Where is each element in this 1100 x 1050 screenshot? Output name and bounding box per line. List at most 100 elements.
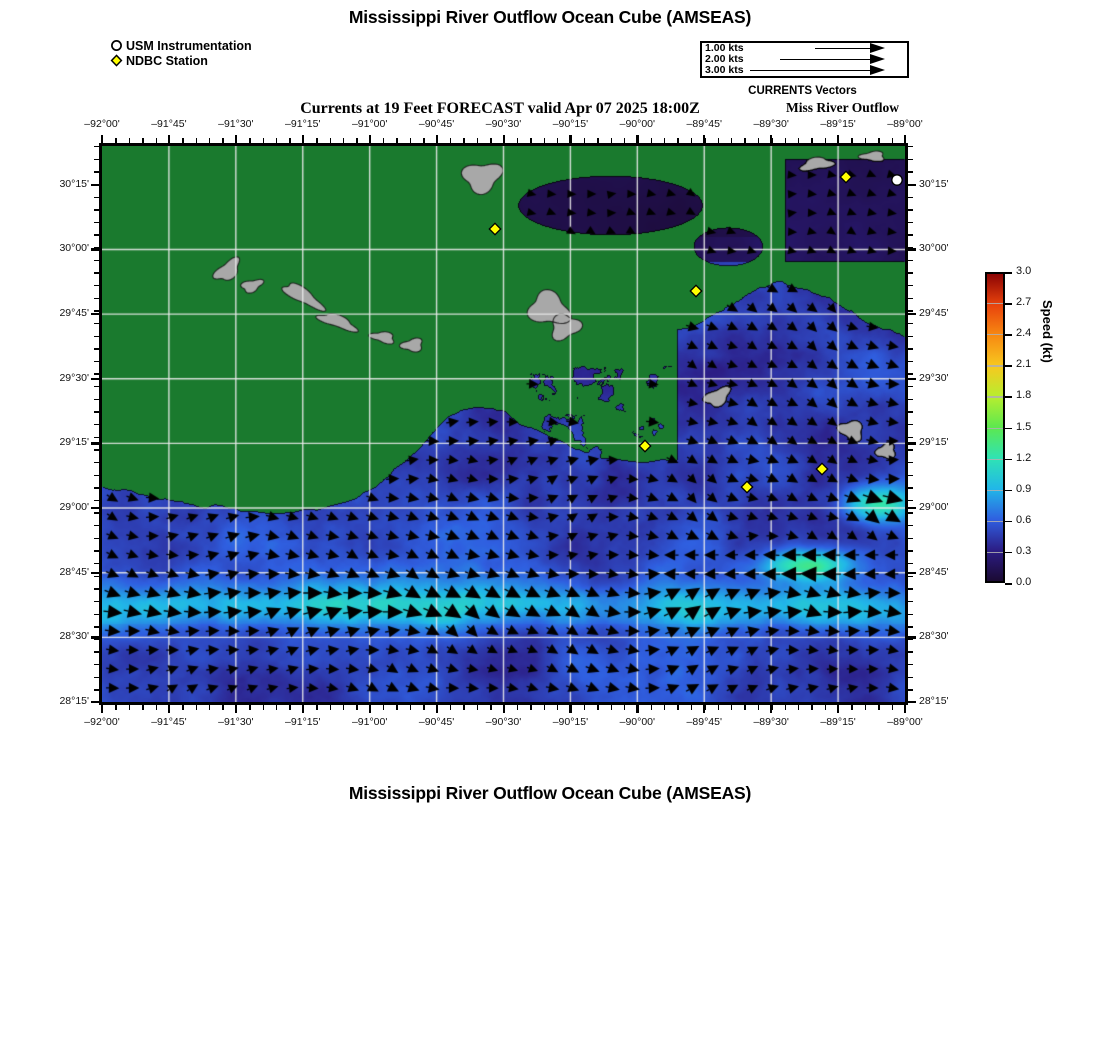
ndbc-station-chandeleur[interactable]: [815, 462, 829, 476]
lat-minor-tick: [94, 563, 99, 565]
lon-minor-tick: [557, 705, 559, 710]
lon-major-tick: [904, 705, 907, 713]
lon-minor-tick: [115, 705, 117, 710]
lat-minor-tick: [908, 600, 913, 603]
lon-minor-tick: [811, 705, 813, 710]
lat-minor-tick: [908, 474, 913, 476]
lat-tick-label: 29°00': [919, 501, 949, 514]
lon-minor-tick: [516, 705, 519, 710]
lat-major-tick: [91, 636, 99, 639]
lat-tick-label: 30°00': [59, 242, 89, 255]
lon-minor-tick: [302, 705, 305, 710]
lon-minor-tick: [195, 138, 198, 143]
lat-tick-label: 28°30': [59, 630, 89, 643]
colorbar-inner-rule: [987, 520, 1003, 523]
lon-minor-tick: [168, 138, 171, 143]
lat-minor-tick: [908, 272, 913, 274]
lon-tick-label: –91°15': [285, 118, 321, 130]
lon-minor-tick: [557, 138, 559, 143]
lon-major-tick: [904, 135, 907, 143]
lon-minor-tick: [851, 705, 853, 710]
colorbar-inner-rule: [987, 489, 1003, 491]
lat-minor-tick: [94, 436, 99, 439]
lon-minor-tick: [289, 705, 291, 710]
lat-minor-tick: [94, 461, 99, 464]
lat-minor-tick: [94, 525, 99, 527]
colorbar-inner-rule: [987, 365, 1003, 367]
lon-minor-tick: [155, 138, 157, 143]
circle-marker-icon: [110, 39, 123, 52]
lat-minor-tick: [908, 512, 913, 514]
lon-tick-label: –91°00': [351, 118, 388, 130]
lon-tick-label: –90°00': [619, 716, 656, 728]
colorbar-tick: [1005, 303, 1012, 305]
lat-minor-tick: [94, 411, 99, 413]
current-speed-field: [102, 146, 905, 702]
lat-minor-tick: [94, 247, 99, 249]
lon-minor-tick: [302, 138, 305, 143]
lon-minor-tick: [155, 705, 157, 710]
lat-major-tick: [908, 571, 916, 574]
lat-minor-tick: [94, 588, 99, 590]
ndbc-station-pontchartrain-west[interactable]: [488, 222, 503, 236]
lon-tick-label: –90°30': [485, 716, 522, 728]
colorbar-tick-label: 0.9: [1016, 482, 1032, 495]
lat-minor-tick: [908, 626, 913, 628]
lon-tick-label: –90°15': [552, 118, 589, 130]
lon-minor-tick: [222, 138, 224, 143]
lat-minor-tick: [94, 183, 99, 186]
colorbar-tick-label: 2.1: [1016, 358, 1032, 371]
lon-minor-tick: [744, 138, 746, 143]
lon-minor-tick: [383, 705, 385, 710]
lon-minor-tick: [731, 705, 733, 710]
lon-minor-tick: [356, 705, 358, 710]
colorbar-tick: [1005, 334, 1012, 336]
map-plot-area[interactable]: [99, 143, 908, 705]
ndbc-station-delta-east[interactable]: [740, 480, 754, 494]
lat-major-tick: [908, 442, 916, 445]
colorbar-tick-label: 1.5: [1016, 420, 1032, 433]
vector-head-2: [870, 54, 885, 64]
lat-minor-tick: [908, 348, 913, 350]
lat-minor-tick: [94, 171, 99, 173]
ndbc-station-breton-sound[interactable]: [638, 439, 652, 453]
lat-minor-tick: [94, 373, 99, 375]
lat-minor-tick: [94, 234, 99, 236]
colorbar-tick: [1005, 396, 1012, 398]
legend-item-ndbc: NDBC Station: [110, 53, 252, 68]
colorbar-inner-rule: [987, 396, 1003, 398]
lon-minor-tick: [570, 138, 572, 143]
vector-stem-3: [750, 70, 870, 72]
lon-minor-tick: [530, 138, 532, 143]
lat-minor-tick: [94, 537, 99, 540]
ndbc-station-gulfport[interactable]: [839, 170, 853, 184]
lat-major-tick: [908, 313, 916, 316]
ndbc-station-north-shore[interactable]: [689, 284, 703, 298]
lon-minor-tick: [797, 138, 800, 143]
vector-scale-label-3: 3.00 kts: [705, 64, 744, 76]
usm-instrumentation-mississippi-sound[interactable]: [890, 173, 904, 187]
lon-tick-label: –90°45': [418, 118, 455, 130]
lat-minor-tick: [908, 563, 913, 565]
forecast-subtitle: Currents at 19 Feet FORECAST valid Apr 0…: [300, 100, 700, 117]
lat-major-tick: [91, 442, 99, 445]
lon-minor-tick: [209, 705, 211, 710]
lat-minor-tick: [908, 247, 913, 249]
legend-item-usm: USM Instrumentation: [110, 38, 252, 53]
lon-minor-tick: [864, 705, 867, 710]
lat-minor-tick: [908, 259, 913, 262]
lon-minor-tick: [543, 705, 546, 710]
colorbar-tick: [1005, 427, 1012, 430]
lon-minor-tick: [878, 705, 880, 710]
lon-tick-label: –90°15': [552, 716, 589, 728]
lat-minor-tick: [94, 638, 99, 641]
lat-minor-tick: [94, 600, 99, 603]
lon-minor-tick: [249, 138, 251, 143]
lon-minor-tick: [356, 138, 358, 143]
lat-minor-tick: [94, 221, 99, 224]
lat-minor-tick: [94, 335, 99, 337]
lon-minor-tick: [209, 138, 211, 143]
lon-minor-tick: [784, 705, 786, 710]
colorbar-inner-rule: [987, 551, 1003, 554]
lon-tick-label: –91°30': [218, 716, 254, 728]
